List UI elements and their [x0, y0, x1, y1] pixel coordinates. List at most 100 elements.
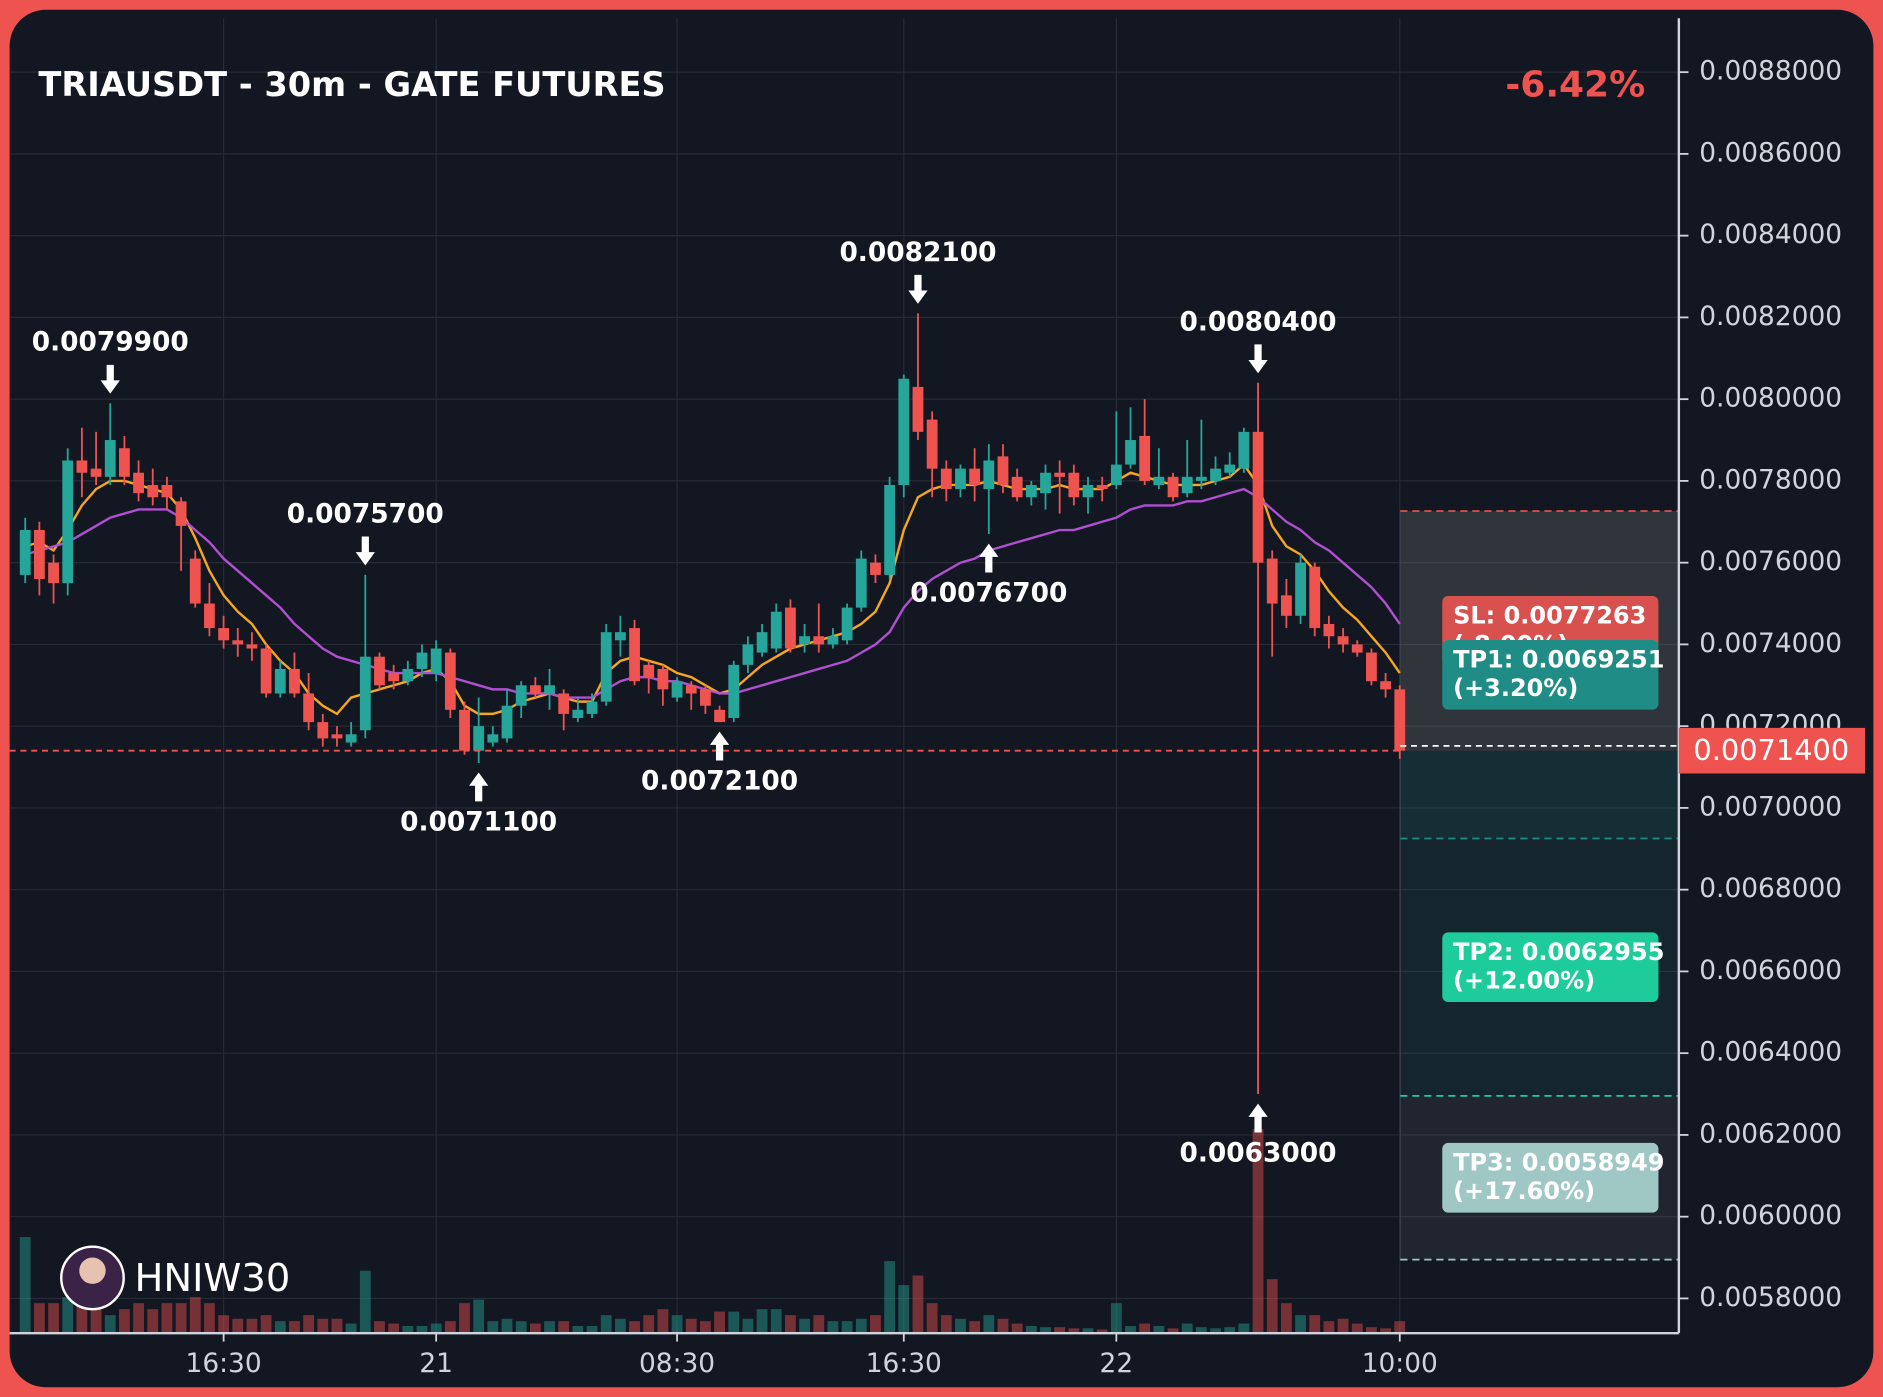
candle-body: [983, 460, 995, 490]
volume-bar: [260, 1315, 272, 1334]
volume-bar: [133, 1303, 144, 1334]
volume-bar: [586, 1325, 598, 1334]
volume-bar: [104, 1315, 116, 1334]
candle-body: [175, 501, 187, 526]
watermark: HNIW30: [60, 1245, 291, 1311]
candle-body: [841, 607, 853, 641]
candle-body: [1082, 484, 1094, 498]
candle-body: [444, 652, 456, 710]
volume-bar: [855, 1318, 867, 1334]
volume-bar: [1096, 1329, 1108, 1334]
annotation-arrow: [979, 543, 999, 573]
candle-body: [643, 664, 655, 678]
candle-body: [558, 693, 570, 714]
candle-body: [189, 558, 201, 604]
volume-bar: [317, 1318, 329, 1334]
candle-body: [600, 632, 612, 702]
volume-bar: [841, 1321, 853, 1334]
volume-bar: [1011, 1323, 1023, 1334]
volume-bar: [161, 1303, 173, 1334]
volume-bar: [529, 1323, 541, 1334]
candle-body: [62, 460, 74, 584]
watermark-text: HNIW30: [135, 1256, 291, 1301]
volume-bar: [997, 1318, 1009, 1334]
candle-body: [459, 709, 470, 751]
volume-bar: [1110, 1303, 1122, 1334]
volume-bar: [1266, 1279, 1278, 1334]
volume-bar: [685, 1318, 697, 1334]
volume-bar: [1167, 1328, 1179, 1334]
candle-body: [529, 685, 541, 694]
candle-body: [1054, 472, 1066, 477]
volume-bar: [303, 1315, 315, 1334]
candle-body: [104, 440, 116, 477]
plot: 0.0058000 0.0060000 0.0062000 0.0064000 0.00…: [9, 18, 1842, 1379]
volume-bar: [374, 1321, 385, 1334]
volume-bar: [1153, 1325, 1165, 1334]
candle-body: [997, 456, 1009, 485]
volume-bar: [1210, 1328, 1221, 1334]
annotation-label: 0.0075700: [287, 498, 444, 529]
volume-bar: [1323, 1321, 1335, 1334]
volume-bar: [345, 1323, 357, 1334]
volume-bar: [1351, 1323, 1363, 1334]
volume-bar: [799, 1318, 811, 1334]
volume-bar: [515, 1321, 527, 1334]
candle-body: [133, 472, 144, 494]
volume-bar: [912, 1275, 924, 1334]
candle-body: [33, 529, 45, 580]
x-tick-label: 10:00: [1362, 1348, 1438, 1379]
volume-bar: [473, 1299, 485, 1334]
candle-body: [147, 484, 159, 498]
candle-body: [1125, 440, 1136, 465]
y-tick-label: 0.0084000: [1699, 219, 1842, 250]
candle-body: [926, 419, 938, 469]
volume-bar: [1082, 1328, 1094, 1334]
volume-bar: [430, 1323, 442, 1334]
volume-bar: [189, 1297, 201, 1334]
volume-bar: [459, 1303, 470, 1334]
level-box: [1442, 932, 1659, 1003]
volume-bar: [175, 1303, 187, 1334]
volume-bar: [204, 1303, 215, 1334]
candle-body: [813, 636, 825, 645]
volume-bar: [940, 1315, 952, 1334]
y-tick-label: 0.0080000: [1699, 383, 1842, 414]
candle-body: [246, 644, 258, 649]
level-note: (+12.00%): [1453, 967, 1595, 995]
candle-body: [260, 648, 272, 694]
annotation-arrow: [709, 731, 730, 761]
volume-bar: [33, 1303, 45, 1334]
candle-body: [374, 656, 385, 686]
volume-bar: [76, 1303, 88, 1334]
level-label: SL: 0.0077263: [1453, 601, 1646, 629]
candle-body: [1337, 636, 1349, 645]
candle-body: [671, 681, 683, 698]
candle-body: [359, 656, 371, 731]
candle-body: [1351, 644, 1363, 653]
volume-bar: [90, 1309, 102, 1334]
candle-body: [303, 693, 315, 723]
candle-body: [1380, 681, 1391, 690]
candle-body: [898, 378, 910, 485]
x-tick-label: 08:30: [639, 1348, 715, 1379]
volume-bar: [1139, 1323, 1151, 1334]
volume-bar: [1309, 1315, 1321, 1334]
candle-body: [799, 636, 811, 645]
volume-bar: [827, 1321, 839, 1334]
candle-body: [317, 722, 329, 739]
x-tick-label: 16:30: [866, 1348, 942, 1379]
candle-body: [657, 668, 669, 690]
volume-bar: [1337, 1318, 1349, 1334]
x-tick-label: 16:30: [186, 1348, 262, 1379]
volume-bar: [572, 1325, 584, 1334]
candle-body: [473, 726, 485, 751]
volume-bar: [218, 1315, 230, 1334]
volume-bar: [147, 1309, 159, 1334]
candle-body: [289, 668, 300, 694]
candle-body: [884, 484, 896, 575]
level-label: TP3: 0.0058949: [1453, 1148, 1664, 1176]
candle-body: [430, 648, 442, 674]
candle-body: [1210, 468, 1221, 481]
y-tick-label: 0.0086000: [1699, 137, 1842, 168]
